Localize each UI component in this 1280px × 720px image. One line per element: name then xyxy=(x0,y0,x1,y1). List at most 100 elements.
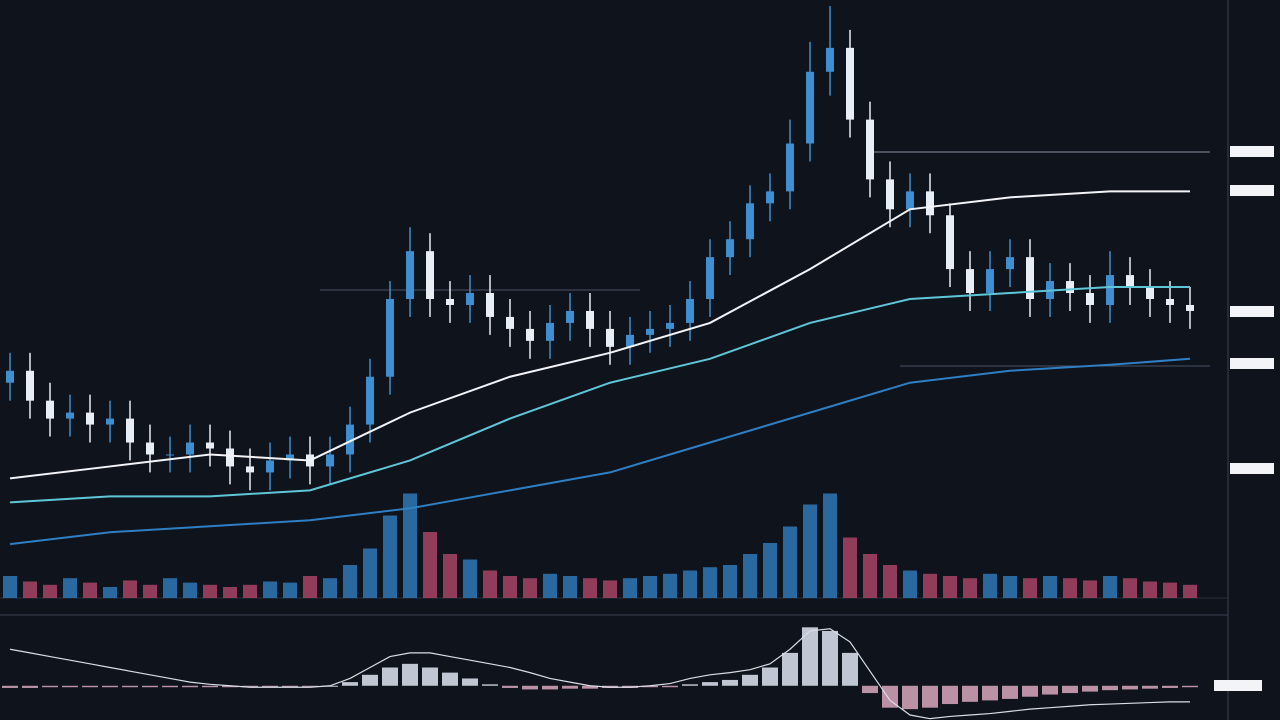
candle-body xyxy=(406,251,414,299)
volume-bar xyxy=(983,573,997,598)
candle-body xyxy=(1106,275,1114,305)
price-tag xyxy=(1214,680,1262,691)
oscillator-bar xyxy=(562,685,578,689)
oscillator-bar xyxy=(762,667,778,686)
oscillator-bar xyxy=(1042,685,1058,695)
candle-body xyxy=(346,424,354,455)
oscillator-bar xyxy=(1062,685,1078,694)
volume-bar xyxy=(323,578,337,598)
oscillator-bar xyxy=(1022,685,1038,697)
oscillator-bar xyxy=(342,682,358,686)
candle-body xyxy=(186,442,194,455)
oscillator-bar xyxy=(102,685,118,688)
candle-body xyxy=(846,47,854,120)
volume-bar xyxy=(903,570,917,598)
oscillator-bar xyxy=(302,685,318,687)
candle-body xyxy=(266,460,274,473)
volume-bar xyxy=(503,576,517,598)
volume-bar xyxy=(483,570,497,598)
price-tag xyxy=(1230,306,1274,317)
oscillator-bar xyxy=(582,685,598,689)
candle-body xyxy=(1146,287,1154,299)
volume-bar xyxy=(1103,576,1117,598)
candle-body xyxy=(566,310,574,323)
oscillator-bar xyxy=(442,672,458,686)
volume-bar xyxy=(103,587,117,598)
oscillator-bar xyxy=(1002,685,1018,699)
volume-bar xyxy=(43,584,57,598)
volume-bar xyxy=(363,548,377,598)
signal-line xyxy=(9,628,1190,720)
price-tag xyxy=(1230,185,1274,196)
oscillator-bar xyxy=(462,678,478,686)
volume-bar xyxy=(1023,578,1037,598)
candle-body xyxy=(126,418,134,443)
candle-body xyxy=(1086,293,1094,305)
oscillator-bar xyxy=(2,685,18,688)
oscillator-bar xyxy=(202,685,218,688)
oscillator-bar xyxy=(1102,685,1118,691)
volume-bar xyxy=(63,578,77,598)
volume-bar xyxy=(23,581,37,598)
oscillator-bar xyxy=(1182,685,1198,688)
volume-bar xyxy=(1163,582,1177,598)
oscillator-bar xyxy=(982,685,998,701)
oscillator-bar xyxy=(62,685,78,688)
oscillator-bar xyxy=(502,685,518,688)
candle-body xyxy=(446,299,454,305)
volume-bar xyxy=(743,554,757,598)
volume-bar xyxy=(543,573,557,598)
candle-body xyxy=(906,191,914,210)
candle-body xyxy=(586,310,594,329)
oscillator-bar xyxy=(382,667,398,686)
candle-body xyxy=(286,454,294,461)
candle-body xyxy=(366,376,374,425)
oscillator-bar xyxy=(262,685,278,688)
volume-bar xyxy=(83,582,97,598)
oscillator-bar xyxy=(682,684,698,686)
oscillator-bar xyxy=(22,685,38,688)
candle-body xyxy=(1026,257,1034,299)
oscillator-bar xyxy=(1082,685,1098,692)
candle-body xyxy=(26,370,34,401)
candle-body xyxy=(726,239,734,258)
volume-bar xyxy=(683,570,697,598)
oscillator-bar xyxy=(962,685,978,702)
volume-bar xyxy=(3,576,17,598)
oscillator-bar xyxy=(222,685,238,688)
candle-body xyxy=(606,328,614,347)
oscillator-bar xyxy=(82,685,98,688)
volume-bar xyxy=(403,493,417,598)
candle-body xyxy=(866,119,874,180)
oscillator-bar xyxy=(142,685,158,688)
candle-body xyxy=(6,370,14,383)
oscillator-bar xyxy=(702,682,718,686)
volume-bar xyxy=(843,537,857,598)
volume-bar xyxy=(823,493,837,598)
volume-bar xyxy=(923,573,937,598)
volume-bar xyxy=(183,582,197,598)
oscillator-bar xyxy=(902,685,918,710)
oscillator-bar xyxy=(282,685,298,688)
candle-body xyxy=(946,215,954,270)
candle-body xyxy=(646,328,654,335)
oscillator-bar xyxy=(802,627,818,686)
volume-bar xyxy=(703,567,717,598)
candle-body xyxy=(926,191,934,216)
volume-bar xyxy=(1143,581,1157,598)
candle-body xyxy=(786,143,794,192)
volume-bar xyxy=(663,573,677,598)
moving-average xyxy=(9,357,1191,546)
oscillator-bar xyxy=(1122,685,1138,690)
volume-bar xyxy=(263,581,277,598)
volume-bar xyxy=(863,554,877,598)
oscillator-bar xyxy=(942,685,958,705)
oscillator-bar xyxy=(882,685,898,708)
volume-bar xyxy=(583,578,597,598)
volume-bar xyxy=(303,576,317,598)
candle-body xyxy=(466,293,474,305)
candle-body xyxy=(826,47,834,72)
volume-bar xyxy=(643,576,657,598)
